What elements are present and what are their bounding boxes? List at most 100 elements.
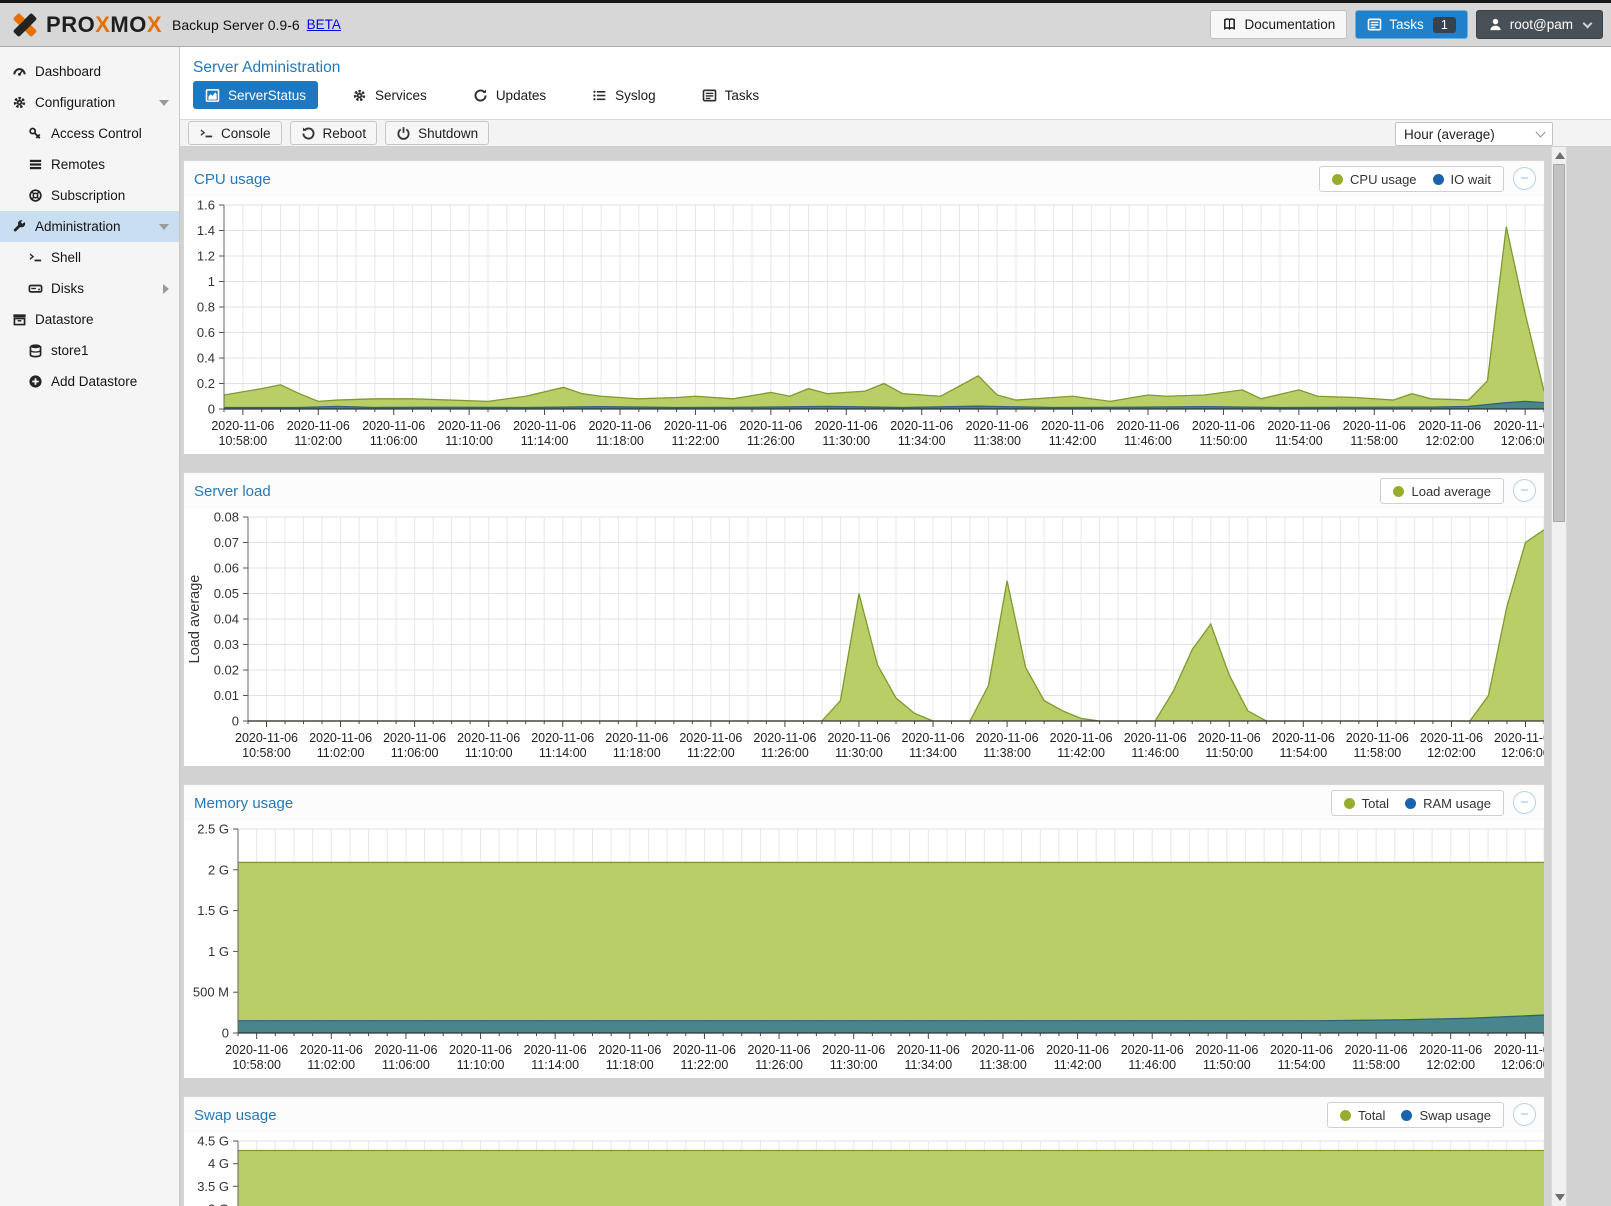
svg-text:2020-11-06: 2020-11-06 [605,731,668,745]
collapse-panel-button[interactable]: − [1513,167,1536,190]
sidebar-item-disks[interactable]: Disks [0,273,179,304]
sidebar-item-shell[interactable]: Shell [0,242,179,273]
reboot-button[interactable]: Reboot [290,121,378,145]
legend-item-total[interactable]: Total [1340,1108,1385,1123]
legend-item-ram-usage[interactable]: RAM usage [1405,796,1491,811]
sidebar-item-access-control[interactable]: Access Control [0,118,179,149]
svg-text:11:30:00: 11:30:00 [835,746,883,760]
scrollbar-down-arrow-icon[interactable] [1555,1194,1565,1201]
svg-text:2020-11-06: 2020-11-06 [524,1043,587,1057]
gears-icon [12,95,27,110]
sidebar-item-administration[interactable]: Administration [0,211,179,242]
svg-text:11:58:00: 11:58:00 [1350,434,1398,448]
svg-text:2020-11-06: 2020-11-06 [1272,731,1335,745]
legend-item-total[interactable]: Total [1344,796,1389,811]
svg-text:12:02:00: 12:02:00 [1425,434,1474,448]
panel-swap-usage: Swap usageTotal Swap usage− 0500 M1 G1.5 G… [183,1096,1545,1206]
sidebar-item-remotes[interactable]: Remotes [0,149,179,180]
svg-text:2020-11-06: 2020-11-06 [1195,1043,1258,1057]
tab-syslog[interactable]: Syslog [580,81,668,109]
svg-text:2020-11-06: 2020-11-06 [1050,731,1113,745]
sidebar-item-dashboard[interactable]: Dashboard [0,56,179,87]
sidebar-item-label: store1 [51,343,89,358]
sidebar-item-configuration[interactable]: Configuration [0,87,179,118]
scrollbar-up-arrow-icon[interactable] [1555,152,1565,159]
vertical-scrollbar[interactable] [1551,147,1567,1206]
svg-text:2020-11-06: 2020-11-06 [897,1043,960,1057]
console-icon [199,126,214,141]
svg-text:11:54:00: 11:54:00 [1279,746,1327,760]
chart-legend: Total RAM usage [1331,790,1504,816]
collapse-panel-button[interactable]: − [1513,1103,1536,1126]
svg-text:0.8: 0.8 [197,300,215,315]
svg-text:10:58:00: 10:58:00 [232,1058,281,1072]
svg-text:11:06:00: 11:06:00 [370,434,418,448]
beta-link[interactable]: BETA [307,17,341,32]
sidebar-item-label: Disks [51,281,84,296]
svg-text:12:06:00: 12:06:00 [1501,1058,1544,1072]
svg-text:11:34:00: 11:34:00 [898,434,946,448]
scrollbar-thumb[interactable] [1553,164,1565,522]
legend-item-swap-usage[interactable]: Swap usage [1401,1108,1491,1123]
tab-services[interactable]: Services [340,81,439,109]
svg-text:11:38:00: 11:38:00 [979,1058,1027,1072]
time-range-select[interactable]: Hour (average) [1395,122,1553,146]
sidebar-item-store1[interactable]: store1 [0,335,179,366]
svg-text:11:06:00: 11:06:00 [391,746,439,760]
panel-header: Memory usageTotalRAM usage− [184,785,1544,821]
svg-text:2020-11-06: 2020-11-06 [211,419,274,433]
console-button[interactable]: Console [188,121,282,145]
svg-text:0.03: 0.03 [214,637,239,652]
legend-label: Load average [1411,484,1491,499]
legend-label: CPU usage [1350,172,1416,187]
legend-item-io-wait[interactable]: IO wait [1433,172,1491,187]
tab-serverstatus[interactable]: ServerStatus [193,81,318,109]
chart-legend: Total Swap usage [1327,1102,1504,1128]
sidebar-item-label: Configuration [35,95,115,110]
sidebar-item-add-datastore[interactable]: Add Datastore [0,366,179,397]
tasks-button[interactable]: Tasks 1 [1355,10,1467,39]
sidebar-item-subscription[interactable]: Subscription [0,180,179,211]
documentation-button[interactable]: Documentation [1210,10,1347,39]
tab-tasks[interactable]: Tasks [690,81,772,109]
svg-text:11:58:00: 11:58:00 [1354,746,1402,760]
legend-item-load-average[interactable]: Load average [1393,484,1491,499]
panel-title: Server load [194,483,271,500]
svg-text:11:46:00: 11:46:00 [1128,1058,1176,1072]
svg-text:Load average: Load average [187,575,203,664]
legend-dot-icon [1401,1110,1412,1121]
tab-label: Services [375,88,427,103]
svg-text:10:58:00: 10:58:00 [219,434,268,448]
button-label: Console [221,126,271,141]
svg-text:11:02:00: 11:02:00 [294,434,342,448]
svg-text:0.01: 0.01 [214,688,239,703]
list-icon [592,88,607,103]
user-icon [1488,17,1503,32]
svg-text:11:26:00: 11:26:00 [755,1058,803,1072]
panel-header: Server load Load average − [184,473,1544,509]
tab-updates[interactable]: Updates [461,81,558,109]
chart-area-icon [205,88,220,103]
user-menu-button[interactable]: root@pam [1476,10,1603,39]
svg-text:2 G: 2 G [208,862,229,877]
product-subtitle: Backup Server 0.9-6 [172,17,300,33]
svg-text:2020-11-06: 2020-11-06 [1345,1043,1408,1057]
svg-text:2020-11-06: 2020-11-06 [383,731,446,745]
sidebar-item-label: Datastore [35,312,94,327]
svg-text:2020-11-06: 2020-11-06 [1343,419,1406,433]
collapse-panel-button[interactable]: − [1513,791,1536,814]
shutdown-button[interactable]: Shutdown [385,121,489,145]
chart-area: 0500 M1 G1.5 G2 G2.5 G3 G3.5 G4 G4.5 G20… [184,1133,1544,1206]
legend-item-cpu-usage[interactable]: CPU usage [1332,172,1416,187]
svg-text:0.2: 0.2 [197,376,215,391]
svg-text:2020-11-06: 2020-11-06 [966,419,1029,433]
svg-text:2020-11-06: 2020-11-06 [598,1043,661,1057]
svg-text:2020-11-06: 2020-11-06 [1419,1043,1482,1057]
legend-dot-icon [1393,486,1404,497]
sidebar-item-datastore[interactable]: Datastore [0,304,179,335]
chart-legend: Load average [1380,478,1504,504]
svg-text:2020-11-06: 2020-11-06 [1124,731,1187,745]
svg-text:2020-11-06: 2020-11-06 [815,419,878,433]
tab-label: Updates [496,88,546,103]
collapse-panel-button[interactable]: − [1513,479,1536,502]
